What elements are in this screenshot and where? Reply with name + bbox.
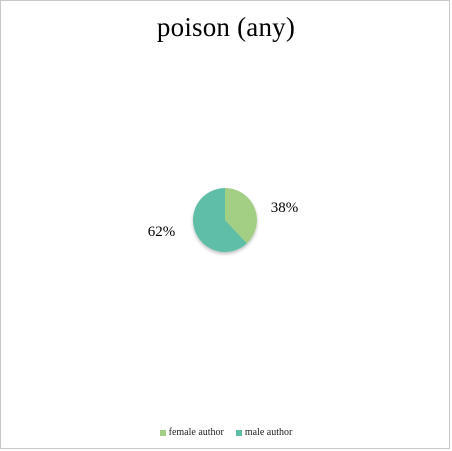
pie-slices [193,188,257,252]
pie-labels: 38% 62% [148,200,299,240]
data-label-female-author: 38% [271,200,299,216]
pie-slice-male-author [193,188,247,252]
legend-swatch-male-author [235,429,242,436]
legend-label-female-author: female author [168,427,224,438]
legend-label-male-author: male author [244,427,293,438]
data-label-male-author: 62% [148,224,176,240]
chart-title: poison (any) [156,12,296,42]
legend-swatch-female-author [159,429,166,436]
legend-item-female-author: female author [159,427,224,438]
pie-slice-female-author [225,188,257,244]
legend: female author male author [0,427,452,438]
legend-item-male-author: male author [235,427,293,438]
